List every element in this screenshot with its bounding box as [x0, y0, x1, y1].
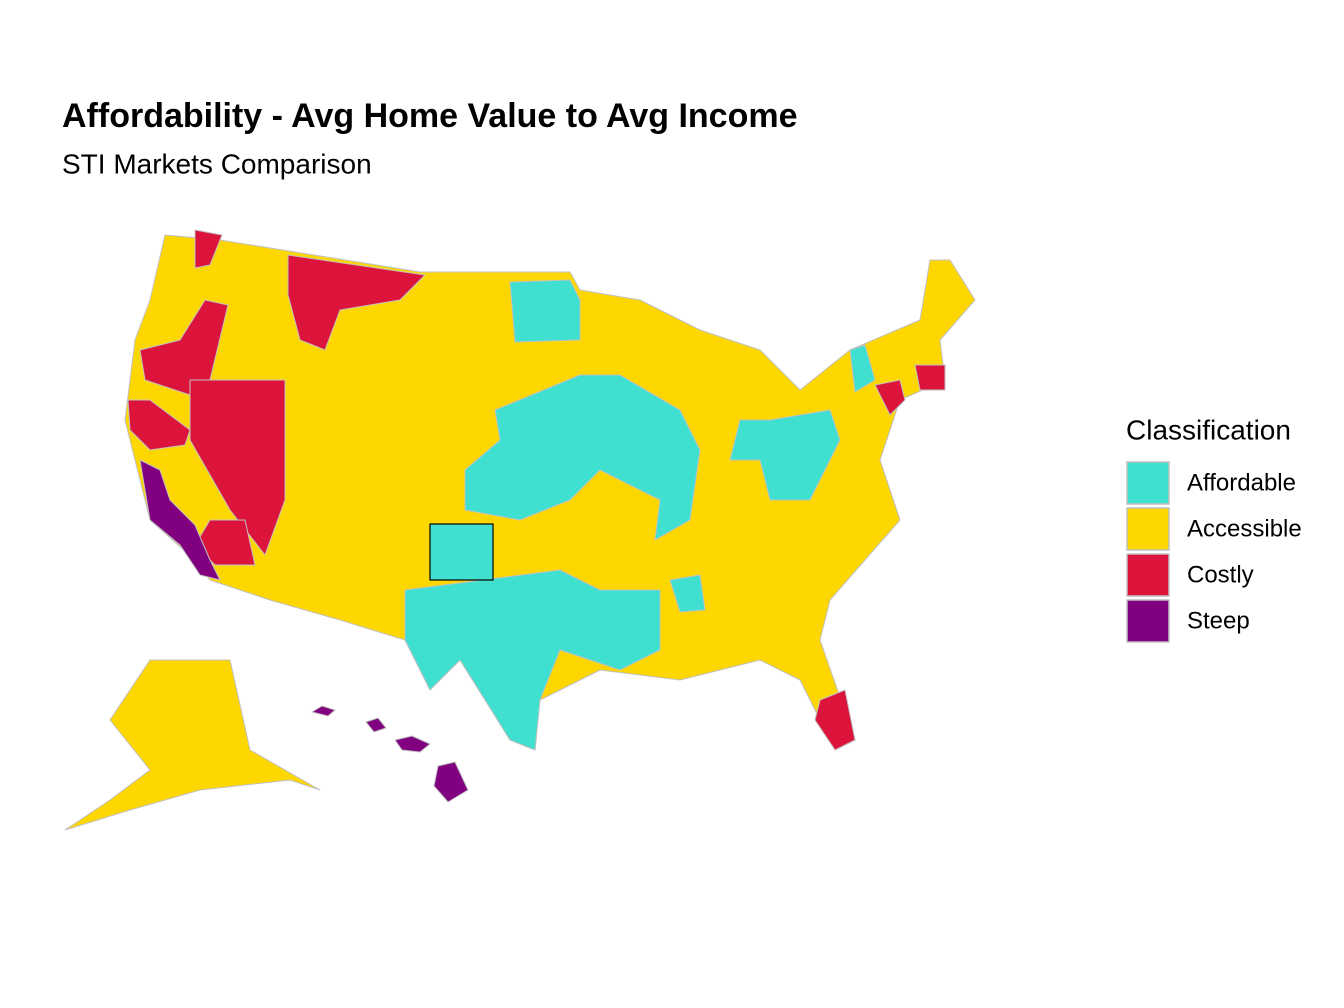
- region: [433, 761, 469, 803]
- legend-swatch: [1126, 461, 1170, 505]
- region: [874, 379, 906, 416]
- region: [194, 229, 223, 269]
- region: [64, 659, 321, 831]
- legend: Affordable Accessible Costly Steep: [1126, 461, 1302, 643]
- region: [127, 399, 191, 451]
- legend-title: Classification: [1126, 414, 1291, 445]
- region: [729, 409, 841, 501]
- highlighted-region: [429, 523, 494, 581]
- region: [814, 689, 856, 751]
- region: [287, 254, 426, 351]
- region: [139, 299, 229, 396]
- legend-swatch: [1126, 553, 1170, 597]
- region: [509, 279, 581, 343]
- legend-label: Accessible: [1187, 515, 1302, 542]
- legend-label: Affordable: [1187, 469, 1296, 496]
- legend-label: Costly: [1187, 561, 1254, 588]
- map: [64, 229, 976, 831]
- legend-label: Steep: [1187, 607, 1250, 634]
- region: [139, 459, 221, 581]
- legend-swatch: [1126, 599, 1170, 643]
- region: [404, 569, 661, 751]
- subtitle: STI Markets Comparison: [62, 148, 372, 179]
- title: Affordability - Avg Home Value to Avg In…: [62, 97, 798, 135]
- region: [365, 717, 387, 733]
- legend-swatch: [1126, 507, 1170, 551]
- region: [311, 705, 336, 717]
- region: [394, 735, 431, 753]
- region: [464, 374, 701, 541]
- region: [914, 364, 946, 391]
- region: [669, 574, 706, 613]
- region: [849, 344, 876, 393]
- region: [189, 379, 286, 556]
